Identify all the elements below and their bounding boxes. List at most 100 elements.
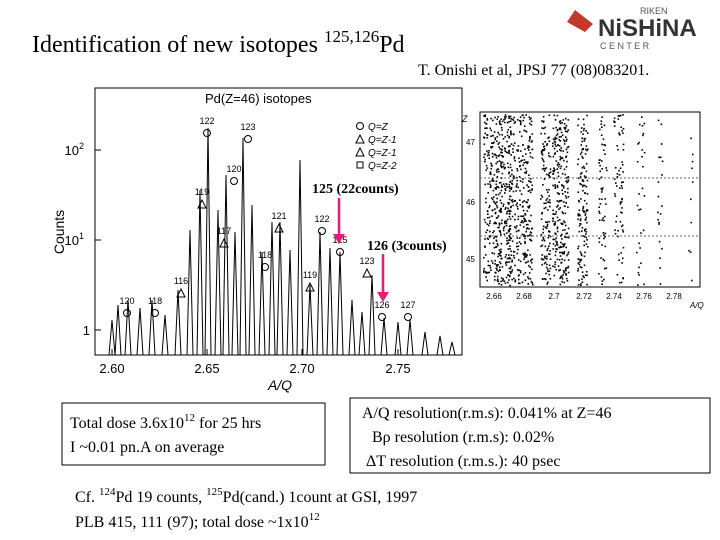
scatter-dot [502, 227, 505, 230]
scatter-dot [547, 270, 549, 273]
scatter-dot [604, 215, 606, 218]
scatter-dot [526, 162, 528, 165]
scatter-dot [579, 182, 581, 185]
scatter-dot [558, 200, 561, 202]
scatter-dot [616, 173, 619, 175]
scatter-dot [498, 224, 501, 226]
text: for 25 hrs [195, 415, 261, 432]
scatter-dot [556, 248, 558, 251]
scatter-dot [545, 199, 548, 201]
scatter-dot [508, 198, 511, 201]
scatter-dot [494, 208, 496, 210]
scatter-dot [531, 133, 534, 135]
scatter-dot [560, 222, 562, 225]
scatter-dot [506, 186, 508, 188]
scatter-dot [500, 257, 502, 260]
scatter-dot [509, 163, 512, 166]
scatter-dot [500, 161, 502, 163]
scatter-dot [613, 178, 616, 180]
scatter-dot [521, 233, 524, 236]
scatter-dot [585, 170, 588, 173]
scatter-dot [559, 283, 562, 286]
scatter-dot [519, 224, 522, 226]
scatter-dot [552, 209, 554, 212]
scatter-dot [584, 218, 587, 221]
scatter-x-tick-label: 2.76 [636, 292, 652, 301]
scatter-dot [509, 270, 511, 273]
peak-symbol [176, 287, 186, 298]
scatter-dot [508, 202, 510, 204]
scatter-dot [509, 115, 512, 118]
scatter-dot [565, 272, 567, 275]
scatter-dot [585, 243, 588, 245]
reference-line: PLB 415, 111 (97); total dose ~1x1012 [75, 511, 320, 531]
logo-mark [567, 10, 593, 32]
peak-symbol [318, 227, 326, 235]
scatter-dot [503, 147, 506, 149]
scatter-dot [562, 201, 565, 203]
scatter-dot [508, 279, 510, 281]
scatter-dot [598, 273, 600, 275]
scatter-dot [580, 284, 582, 286]
scatter-dot [501, 145, 504, 148]
scatter-dot [524, 214, 527, 216]
scatter-dot [566, 146, 569, 149]
scatter-dot [567, 267, 569, 269]
scatter-dot [614, 195, 617, 197]
scatter-dot [557, 219, 559, 222]
scatter-dot [637, 143, 639, 145]
scatter-dot [495, 156, 498, 159]
scatter-dot [621, 197, 623, 200]
scatter-dot [563, 259, 566, 262]
scatter-dot [528, 116, 531, 118]
scatter-dot [556, 129, 559, 132]
scatter-dot [658, 221, 660, 224]
scatter-dot [498, 182, 501, 184]
scatter-dot [562, 274, 564, 276]
scatter-dot [564, 221, 566, 224]
scatter-dot [581, 166, 584, 169]
scatter-dot [521, 220, 523, 222]
scatter-dot [525, 230, 527, 233]
scatter-dot [530, 280, 533, 283]
scatter-dot [486, 229, 489, 231]
scatter-dot [586, 132, 589, 134]
scatter-dot [505, 222, 508, 225]
scatter-dot [512, 190, 515, 193]
scatter-dot [492, 142, 494, 144]
scatter-dot [580, 258, 583, 261]
scatter-dot [506, 237, 508, 239]
scatter-dot [561, 276, 563, 278]
scatter-dot [530, 120, 533, 123]
scatter-dot [501, 148, 503, 151]
scatter-dot [516, 169, 519, 172]
scatter-dot [541, 196, 544, 198]
scatter-dot [565, 197, 568, 199]
scatter-dot [545, 266, 548, 269]
scatter-dot [504, 121, 506, 124]
scatter-dot [583, 240, 586, 243]
scatter-dot [507, 115, 510, 118]
scatter-dot [500, 123, 502, 126]
scatter-dot [618, 133, 620, 135]
scatter-dot [527, 186, 530, 188]
scatter-dot [503, 116, 506, 118]
scatter-dot [498, 261, 501, 263]
scatter-dot [552, 217, 554, 220]
scatter-dot [622, 114, 624, 116]
scatter-dot [529, 231, 532, 233]
scatter-dot [586, 114, 588, 117]
scatter-dot [577, 158, 580, 161]
scatter-dot [580, 283, 582, 285]
scatter-dot [518, 269, 520, 272]
scatter-dot [616, 176, 619, 178]
scatter-dot [528, 272, 531, 274]
scatter-dot [560, 251, 563, 254]
scatter-dot [554, 232, 556, 235]
scatter-dot [586, 149, 588, 152]
scatter-dot [496, 118, 499, 120]
scatter-dot [489, 220, 491, 222]
scatter-dot [501, 151, 503, 154]
scatter-dot [489, 183, 491, 186]
scatter-dot [577, 262, 580, 265]
